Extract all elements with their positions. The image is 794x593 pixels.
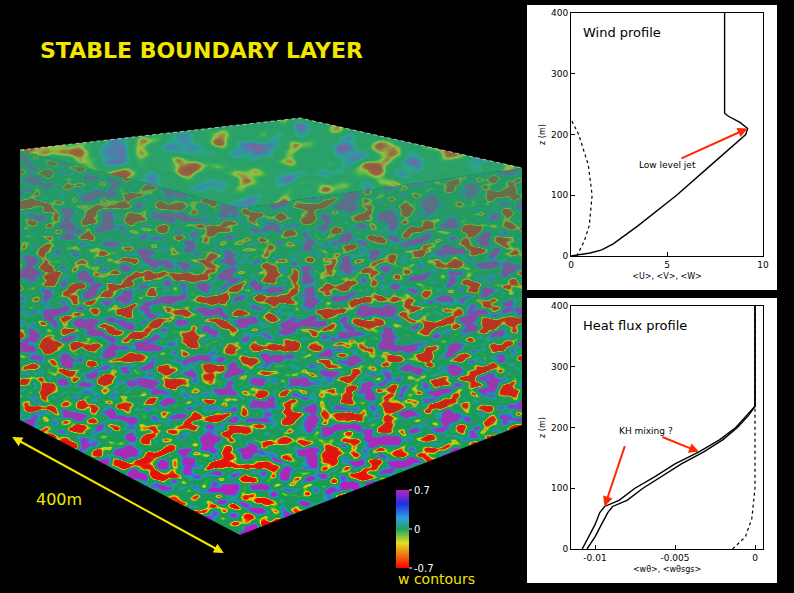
svg-text:Heat flux profile: Heat flux profile — [583, 318, 687, 333]
svg-text:200: 200 — [551, 130, 568, 140]
svg-text:0: 0 — [752, 553, 758, 563]
svg-text:Low level jet: Low level jet — [639, 160, 696, 170]
svg-text:0: 0 — [562, 544, 568, 554]
svg-text:Wind profile: Wind profile — [583, 25, 661, 40]
svg-text:-0.005: -0.005 — [660, 553, 689, 563]
svg-text:<U>, <V>, <W>: <U>, <V>, <W> — [632, 272, 702, 281]
svg-text:-0.01: -0.01 — [583, 553, 606, 563]
svg-text:400: 400 — [551, 301, 568, 311]
svg-text:0: 0 — [568, 260, 574, 270]
svg-text:z (m): z (m) — [538, 124, 547, 145]
svg-text:400: 400 — [551, 8, 568, 18]
svg-text:KH mixing ?: KH mixing ? — [619, 426, 673, 436]
svg-text:STABLE BOUNDARY LAYER: STABLE BOUNDARY LAYER — [40, 38, 363, 63]
svg-text:200: 200 — [551, 423, 568, 433]
svg-text:-0.7: -0.7 — [414, 562, 434, 574]
svg-text:300: 300 — [551, 69, 568, 79]
svg-text:300: 300 — [551, 362, 568, 372]
svg-text:0.7: 0.7 — [414, 485, 430, 496]
svg-text:100: 100 — [551, 190, 568, 200]
svg-text:10: 10 — [757, 260, 769, 270]
svg-text:w contours: w contours — [398, 571, 475, 587]
svg-text:5: 5 — [664, 260, 670, 270]
svg-text:0: 0 — [562, 251, 568, 261]
svg-text:0: 0 — [414, 524, 420, 535]
svg-text:<wθ>, <wθsgs>: <wθ>, <wθsgs> — [633, 565, 701, 574]
svg-text:100: 100 — [551, 483, 568, 493]
svg-text:z (m): z (m) — [538, 417, 547, 438]
svg-text:400m: 400m — [36, 490, 82, 509]
